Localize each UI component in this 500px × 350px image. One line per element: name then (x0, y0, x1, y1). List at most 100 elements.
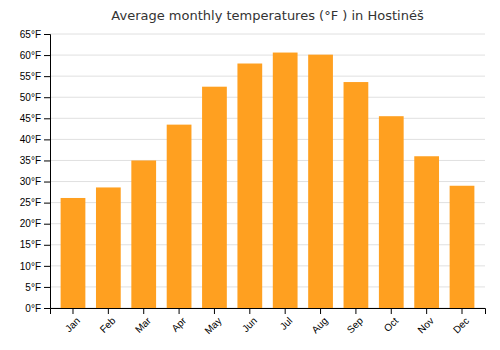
tick: May (202, 308, 223, 336)
tick-mark (72, 308, 73, 314)
tick: 65°F (20, 29, 50, 40)
tick-mark (44, 55, 50, 56)
tick-label: Jan (63, 315, 82, 334)
tick: Feb (98, 308, 118, 335)
tick: Mar (133, 308, 153, 335)
tick: 5°F (25, 282, 50, 293)
tick: Aug (309, 308, 329, 335)
tick-label: Aug (309, 315, 329, 335)
tick: 10°F (20, 261, 50, 272)
tick-mark (44, 97, 50, 98)
tick-label: 45°F (20, 113, 41, 124)
plot: 0°F 5°F 10°F 15°F 20°F 25°F 30°F 35°F 40°F 45°F 50… (20, 29, 486, 337)
bar (379, 116, 404, 308)
tick-mark (44, 118, 50, 119)
tick-mark (44, 160, 50, 161)
tick-mark (44, 308, 50, 309)
tick-label: 65°F (20, 29, 41, 40)
tick: Sep (345, 308, 366, 335)
tick: Oct (382, 308, 401, 334)
title: Average monthly temperatures (°F ) in Ho… (111, 8, 424, 23)
tick: 30°F (20, 176, 50, 187)
tick: Jan (63, 308, 82, 334)
tick-label: Feb (98, 315, 118, 335)
tick: 40°F (20, 134, 50, 145)
chart: 0°F 5°F 10°F 15°F 20°F 25°F 30°F 35°F 40°F 45°F 50… (0, 0, 500, 350)
bar (308, 55, 333, 308)
tick-label: 35°F (20, 155, 41, 166)
tick-mark (179, 308, 180, 314)
tick-label: Sep (345, 315, 366, 336)
bar (202, 87, 227, 308)
tick-label: Nov (415, 315, 435, 335)
tick-label: 30°F (20, 176, 41, 187)
tick-label: 55°F (20, 71, 41, 82)
bar (61, 198, 86, 308)
tick-mark (108, 308, 109, 314)
tick: Dec (451, 308, 471, 335)
tick: 50°F (20, 92, 50, 103)
tick-mark (462, 308, 463, 314)
tick-label: 0°F (25, 303, 41, 314)
bar (273, 53, 298, 308)
tick-label: 10°F (20, 261, 41, 272)
tick-mark (44, 287, 50, 288)
tick-label: 15°F (20, 239, 41, 250)
tick: Jun (240, 308, 259, 334)
grid-line (50, 34, 485, 35)
tick-label: 60°F (20, 50, 41, 61)
tick-label: May (202, 315, 223, 336)
tick-label: 40°F (20, 134, 41, 145)
tick: 25°F (20, 197, 50, 208)
tick-label: Jun (240, 315, 259, 334)
bar (131, 160, 156, 308)
tick-label: Mar (133, 315, 153, 335)
grid-line (50, 76, 485, 77)
grid-line (50, 97, 485, 98)
tick-mark (44, 34, 50, 35)
tick-mark (355, 308, 356, 314)
tick-label: Jul (278, 315, 295, 332)
bar (450, 186, 475, 308)
tick: 20°F (20, 218, 50, 229)
bar (237, 64, 262, 308)
grid-line (50, 139, 485, 140)
tick-mark (249, 308, 250, 314)
tick-label: Apr (169, 315, 188, 334)
tick-label: Dec (451, 315, 471, 335)
tick-mark (44, 224, 50, 225)
tick-label: 5°F (25, 282, 41, 293)
tick: Jul (278, 308, 295, 332)
tick-mark (44, 266, 50, 267)
tick-mark (320, 308, 321, 314)
bars (61, 53, 475, 308)
tick-mark (391, 308, 392, 314)
tick-label: 20°F (20, 218, 41, 229)
tick: 55°F (20, 71, 50, 82)
tick: 60°F (20, 50, 50, 61)
axis-line (51, 309, 486, 315)
grid-line (50, 55, 485, 56)
tick: 15°F (20, 239, 50, 250)
tick-mark (214, 308, 215, 314)
tick: Nov (415, 308, 435, 335)
tick: 0°F (25, 303, 50, 314)
tick-mark (44, 203, 50, 204)
tick-label: Oct (382, 315, 401, 334)
tick-mark (285, 308, 286, 314)
tick-mark (426, 308, 427, 314)
tick-mark (44, 139, 50, 140)
tick: 35°F (20, 155, 50, 166)
bar (414, 156, 439, 308)
axis-line (44, 35, 51, 309)
tick-label: 25°F (20, 197, 41, 208)
grid-line (50, 118, 485, 119)
bar (344, 82, 369, 308)
bar (167, 125, 192, 308)
tick-mark (44, 245, 50, 246)
bar (96, 187, 121, 308)
tick: 45°F (20, 113, 50, 124)
chart-container: 0°F 5°F 10°F 15°F 20°F 25°F 30°F 35°F 40°F 45°F 50… (0, 0, 500, 350)
tick-mark (44, 182, 50, 183)
y-axis: 0°F 5°F 10°F 15°F 20°F 25°F 30°F 35°F 40°F 45°F 50… (20, 29, 51, 314)
